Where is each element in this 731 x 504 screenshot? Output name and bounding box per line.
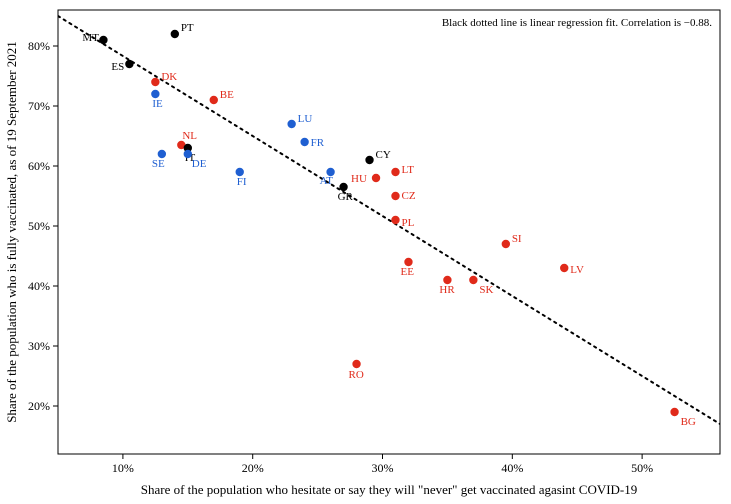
x-tick-label: 30%: [372, 461, 394, 475]
y-tick-label: 80%: [28, 39, 50, 53]
x-tick-label: 20%: [242, 461, 264, 475]
data-point: [171, 30, 179, 38]
y-tick-label: 40%: [28, 279, 50, 293]
data-point-label: RO: [349, 369, 364, 381]
data-point: [352, 360, 360, 368]
data-point-label: LV: [570, 264, 584, 276]
y-tick-label: 50%: [28, 219, 50, 233]
data-point: [560, 264, 568, 272]
data-point-label: DE: [192, 158, 207, 170]
data-point-label: PL: [401, 217, 414, 229]
data-point-label: LT: [401, 164, 414, 176]
data-point-label: PT: [181, 22, 194, 34]
data-point: [502, 240, 510, 248]
data-point: [372, 174, 380, 182]
data-point: [125, 60, 133, 68]
data-point-label: FI: [237, 176, 247, 188]
data-point-label: DK: [161, 71, 177, 83]
data-point: [339, 183, 347, 191]
y-tick-label: 70%: [28, 99, 50, 113]
y-axis-label: Share of the population who is fully vac…: [4, 41, 19, 423]
x-axis-label: Share of the population who hesitate or …: [141, 482, 638, 497]
data-point: [158, 150, 166, 158]
data-point-label: GR: [338, 191, 354, 203]
data-point: [151, 90, 159, 98]
data-point: [391, 216, 399, 224]
x-tick-label: 50%: [631, 461, 653, 475]
chart-annotation: Black dotted line is linear regression f…: [442, 17, 712, 29]
x-tick-label: 10%: [112, 461, 134, 475]
data-point: [443, 276, 451, 284]
data-point-label: SE: [152, 158, 165, 170]
data-point: [469, 276, 477, 284]
y-tick-label: 20%: [28, 399, 50, 413]
data-point-label: CY: [376, 149, 391, 161]
data-point: [365, 156, 373, 164]
data-point-label: AT: [320, 175, 334, 187]
data-point-label: LU: [298, 113, 313, 125]
data-point: [236, 168, 244, 176]
y-tick-label: 60%: [28, 159, 50, 173]
chart-svg: 20% 30% 40% 50% 60% 70% 80% 10% 20% 30% 40% 50% Shar…: [0, 0, 731, 504]
data-point-label: SK: [479, 284, 493, 296]
data-point-label: HR: [439, 284, 455, 296]
data-point-label: SI: [512, 233, 522, 245]
data-point-label: EE: [400, 266, 414, 278]
data-point-label: MT: [82, 32, 99, 44]
data-point-label: FR: [311, 137, 325, 149]
data-point: [287, 120, 295, 128]
data-point-label: BE: [220, 89, 234, 101]
data-point: [391, 168, 399, 176]
data-point-label: NL: [182, 130, 197, 142]
data-point: [151, 78, 159, 86]
data-point: [300, 138, 308, 146]
data-point: [670, 408, 678, 416]
scatter-chart: 20% 30% 40% 50% 60% 70% 80% 10% 20% 30% 40% 50% Shar…: [0, 0, 731, 504]
data-point-label: HU: [351, 173, 367, 185]
data-point: [391, 192, 399, 200]
data-point: [404, 258, 412, 266]
data-point: [210, 96, 218, 104]
x-tick-label: 40%: [501, 461, 523, 475]
y-tick-label: 30%: [28, 339, 50, 353]
data-point: [184, 150, 192, 158]
data-point-label: ES: [111, 61, 124, 73]
data-point-label: BG: [681, 416, 696, 428]
data-point-label: CZ: [401, 190, 415, 202]
data-point-label: IE: [152, 98, 163, 110]
data-point: [99, 36, 107, 44]
